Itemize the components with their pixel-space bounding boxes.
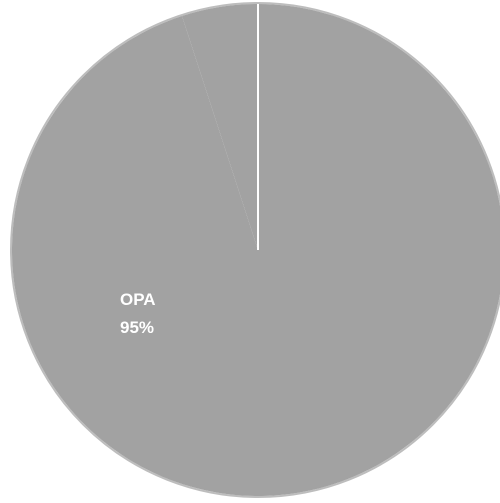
slice-label-opa: OPA <box>120 290 156 309</box>
pie-slice-opa <box>12 4 500 496</box>
pie-slice-other-1 <box>181 4 258 250</box>
pie-slices <box>10 2 500 498</box>
pie-outline <box>10 2 500 498</box>
slice-value-opa: 95% <box>120 318 154 337</box>
